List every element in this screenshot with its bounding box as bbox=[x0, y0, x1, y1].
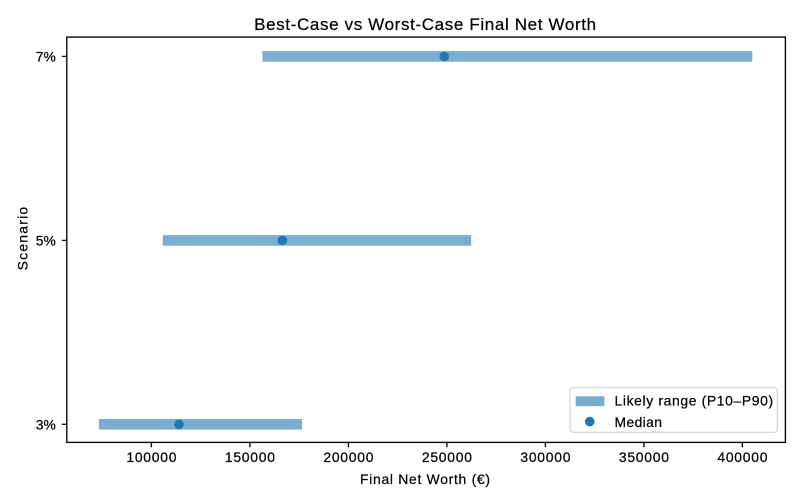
svg-text:150000: 150000 bbox=[225, 449, 275, 465]
svg-text:100000: 100000 bbox=[126, 449, 176, 465]
svg-text:Likely range (P10–P90): Likely range (P10–P90) bbox=[615, 392, 774, 408]
svg-text:300000: 300000 bbox=[520, 449, 570, 465]
svg-text:350000: 350000 bbox=[619, 449, 669, 465]
svg-text:5%: 5% bbox=[36, 232, 56, 248]
svg-text:250000: 250000 bbox=[422, 449, 472, 465]
svg-text:200000: 200000 bbox=[323, 449, 373, 465]
svg-text:400000: 400000 bbox=[717, 449, 767, 465]
svg-text:3%: 3% bbox=[36, 416, 56, 432]
svg-text:Final Net Worth (€): Final Net Worth (€) bbox=[360, 471, 490, 487]
svg-text:Best-Case vs Worst-Case Final: Best-Case vs Worst-Case Final Net Worth bbox=[254, 15, 596, 34]
svg-text:Scenario: Scenario bbox=[15, 207, 31, 271]
svg-text:Median: Median bbox=[615, 414, 663, 430]
svg-text:7%: 7% bbox=[36, 48, 56, 64]
